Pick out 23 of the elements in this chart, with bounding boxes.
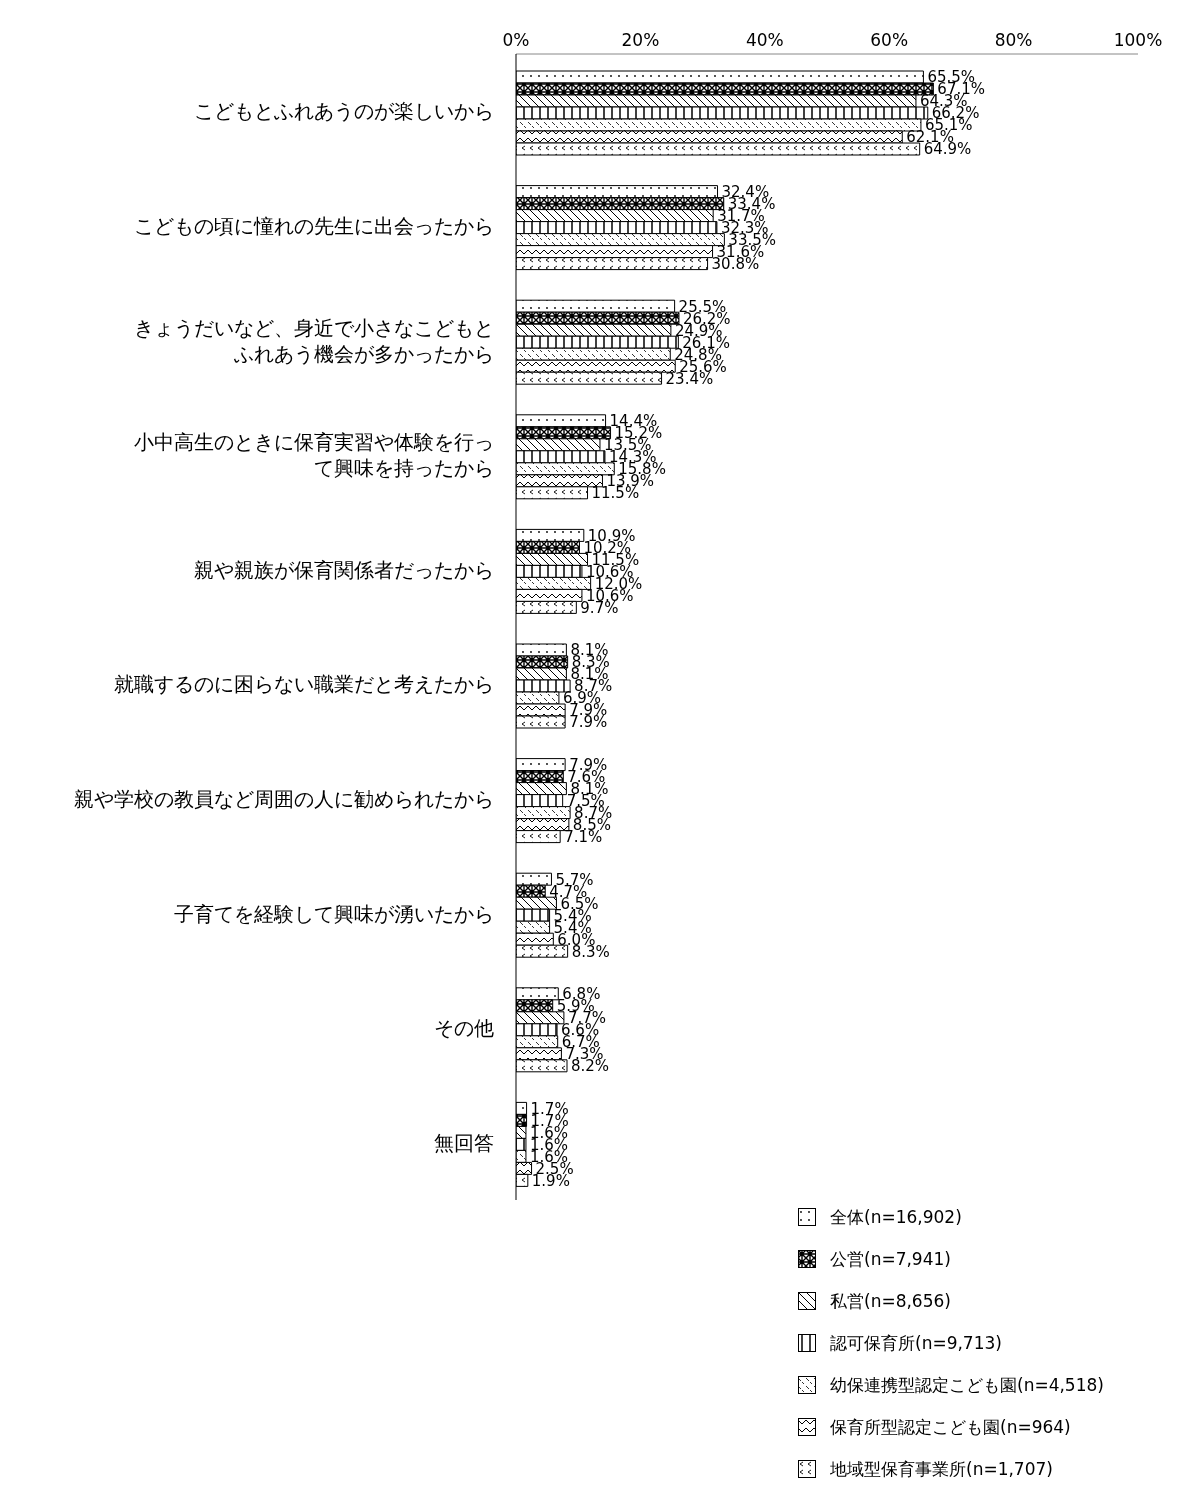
y-tick-label: 小中高生のときに保育実習や体験を行って興味を持ったから [134, 430, 494, 481]
y-tick-label: 親や親族が保育関係者だったから [194, 557, 494, 582]
x-tick-label: 0% [502, 30, 530, 50]
legend-label: 認可保育所(n=9,713) [830, 1331, 1002, 1355]
x-tick-label: 80% [994, 30, 1033, 50]
y-tick-label: 子育てを経験して興味が湧いたから [174, 901, 494, 926]
x-tick-label: 40% [745, 30, 784, 50]
x-tick-label: 100% [1113, 30, 1163, 50]
y-tick-label: その他 [434, 1016, 494, 1041]
legend-label: 幼保連携型認定こども園(n=4,518) [830, 1373, 1104, 1397]
y-tick-label: 親や学校の教員など周囲の人に勧められたから [74, 786, 494, 811]
legend-label: 地域型保育事業所(n=1,707) [830, 1457, 1053, 1481]
y-tick-label: 無回答 [434, 1130, 494, 1155]
y-tick-label: こどもの頃に憧れの先生に出会ったから [134, 213, 494, 238]
legend-label: 全体(n=16,902) [830, 1205, 962, 1229]
x-tick-label: 20% [621, 30, 660, 50]
x-tick-label: 60% [870, 30, 909, 50]
legend-label: 私営(n=8,656) [830, 1289, 951, 1313]
y-tick-label: 就職するのに困らない職業だと考えたから [114, 672, 494, 697]
legend-label: 公営(n=7,941) [830, 1247, 951, 1271]
y-tick-label: きょうだいなど、身近で小さなこどもとふれあう機会が多かったから [134, 315, 494, 366]
y-tick-label: こどもとふれあうのが楽しいから [194, 99, 494, 124]
legend-label: 保育所型認定こども園(n=964) [830, 1415, 1071, 1439]
